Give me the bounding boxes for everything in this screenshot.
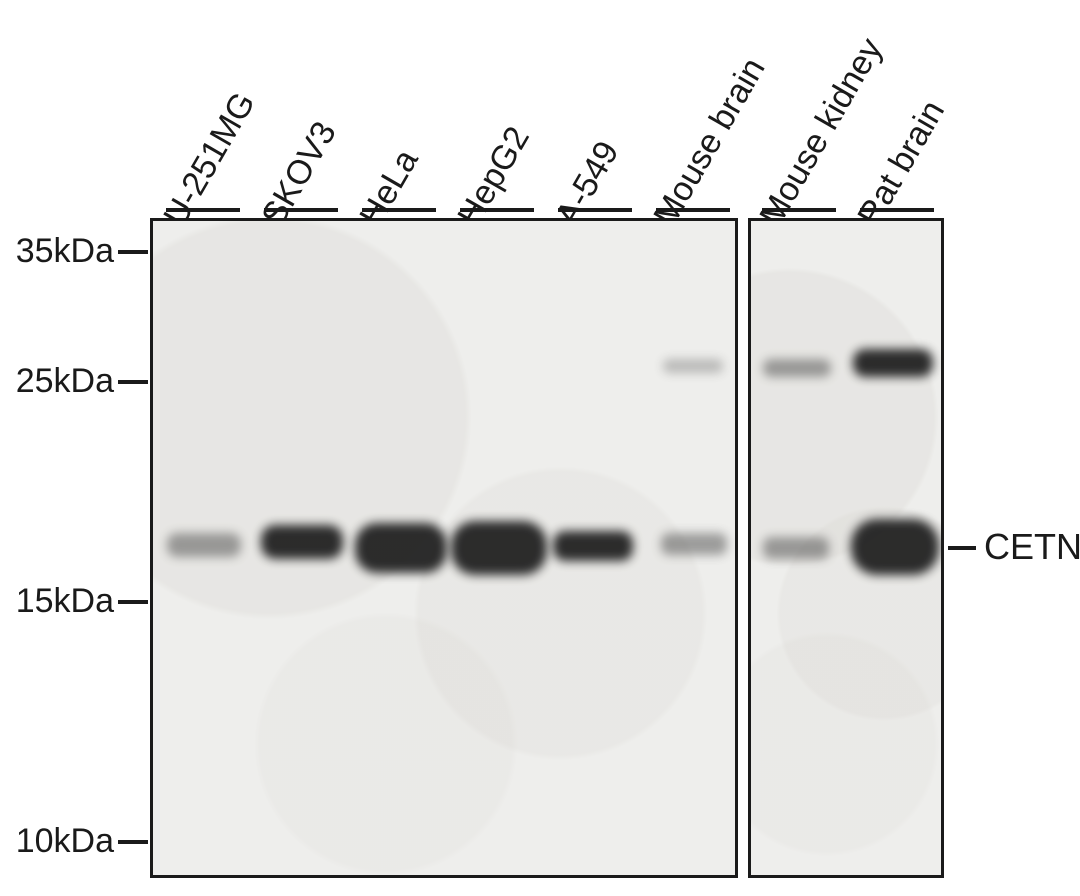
mw-tick-10 [118, 840, 148, 844]
band-mkidney-cetn2 [763, 537, 829, 559]
mw-label-10: 10kDa [16, 822, 114, 861]
band-a549-cetn2 [553, 531, 633, 561]
blot-figure: 35kDa 25kDa 15kDa 10kDa U-251MG SKOV3 He… [0, 0, 1080, 896]
mw-tick-25 [118, 380, 148, 384]
protein-label: CETN2 [984, 526, 1080, 568]
lane-label-8: Rat brain [850, 94, 953, 233]
band-rbrain-cetn2 [851, 519, 939, 575]
mw-tick-35 [118, 250, 148, 254]
protein-tick [948, 546, 976, 550]
band-u251-cetn2 [167, 533, 241, 557]
mw-tick-15 [118, 600, 148, 604]
mw-label-15: 15kDa [16, 582, 114, 621]
mw-label-35: 35kDa [16, 232, 114, 271]
band-skov3-cetn2 [261, 525, 343, 559]
band-mbrain-upper [663, 359, 723, 373]
band-mkidney-upper [763, 359, 831, 377]
lane-label-6: Mouse brain [646, 51, 773, 233]
band-rbrain-upper [853, 349, 933, 377]
band-hepg2-cetn2 [451, 521, 547, 575]
band-hela-cetn2 [355, 523, 447, 573]
blot-panel-right [748, 218, 944, 878]
lane-label-4: HepG2 [450, 120, 538, 233]
band-mbrain-cetn2 [661, 533, 727, 555]
blot-panel-left [150, 218, 738, 878]
mw-label-25: 25kDa [16, 362, 114, 401]
lane-label-2: SKOV3 [254, 115, 344, 233]
